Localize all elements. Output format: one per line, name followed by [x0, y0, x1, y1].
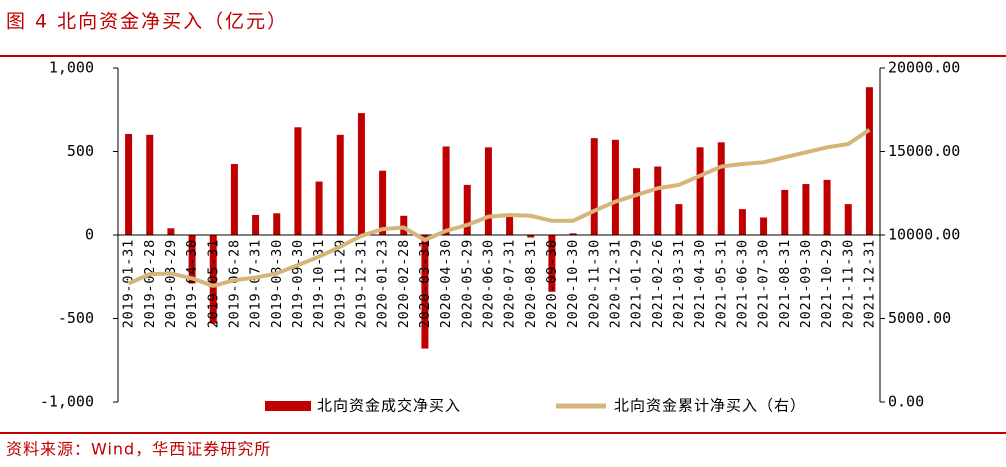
x-tick-label: 2021-01-29 [629, 239, 645, 328]
bar [823, 179, 831, 235]
y2-tick-label: 20000.00 [888, 59, 960, 77]
x-tick-label: 2020-10-30 [565, 239, 581, 328]
x-tick-label: 2020-07-31 [502, 239, 518, 328]
x-tick-label: 2020-05-29 [459, 239, 475, 328]
y-tick-label: -1,000 [40, 393, 94, 411]
legend-swatch [265, 401, 311, 411]
bar [357, 113, 365, 235]
x-tick-label: 2019-10-31 [311, 239, 327, 328]
x-tick-label: 2019-03-29 [163, 239, 179, 328]
bar [569, 233, 577, 235]
x-tick-label: 2021-05-31 [713, 239, 729, 328]
bar [188, 235, 196, 284]
x-tick-label: 2021-10-29 [819, 239, 835, 328]
y2-tick-label: 10000.00 [888, 226, 960, 244]
y-tick-label: 500 [67, 142, 94, 160]
y-tick-label: 1,000 [49, 59, 94, 77]
x-tick-label: 2021-08-31 [777, 239, 793, 328]
bar [760, 217, 768, 235]
x-tick-label: 2020-01-23 [375, 239, 391, 328]
x-tick-label: 2019-11-29 [332, 239, 348, 328]
x-tick-label: 2020-11-30 [586, 239, 602, 328]
bar [654, 166, 662, 235]
source-note: 资料来源：Wind，华西证券研究所 [6, 440, 271, 459]
line [127, 128, 871, 288]
legend-label: 北向资金成交净买入 [317, 397, 461, 415]
bar [717, 142, 725, 235]
x-tick-label: 2021-03-31 [671, 239, 687, 328]
y2-tick-label: 0.00 [888, 393, 924, 411]
x-tick-label: 2021-12-31 [861, 239, 877, 328]
bar [294, 127, 302, 235]
bar [738, 209, 746, 235]
bar [611, 139, 619, 235]
bar [865, 87, 873, 235]
bar [230, 164, 238, 235]
bar [675, 204, 683, 235]
chart-title: 图 4 北向资金净买入（亿元） [6, 11, 288, 33]
bar [421, 235, 429, 349]
bar [696, 147, 704, 235]
bar [527, 235, 535, 238]
bar [209, 235, 217, 324]
bar [463, 184, 471, 235]
bar [781, 189, 789, 235]
x-tick-label: 2019-02-28 [142, 239, 158, 328]
y2-tick-label: 15000.00 [888, 142, 960, 160]
bar [336, 134, 344, 235]
bar [273, 213, 281, 235]
bar [506, 216, 514, 235]
legend-label: 北向资金累计净买入（右） [614, 397, 806, 415]
x-tick-label: 2019-01-31 [121, 239, 137, 328]
bar [548, 235, 556, 292]
bar [590, 138, 598, 235]
x-tick-label: 2021-11-30 [840, 239, 856, 328]
x-tick-label: 2021-06-30 [734, 239, 750, 328]
bar [252, 214, 260, 235]
x-tick-label: 2020-02-28 [396, 239, 412, 328]
bar [146, 134, 154, 235]
x-tick-label: 2021-04-30 [692, 239, 708, 328]
bar [802, 184, 810, 235]
x-tick-label: 2019-12-31 [353, 239, 369, 328]
bar [442, 146, 450, 235]
x-tick-label: 2020-08-31 [523, 239, 539, 328]
x-tick-label: 2020-04-30 [438, 239, 454, 328]
bar [125, 133, 133, 235]
bar [400, 215, 408, 235]
x-tick-label: 2019-08-30 [269, 239, 285, 328]
bar [844, 204, 852, 235]
bar [167, 228, 175, 235]
bar [633, 168, 641, 235]
x-tick-label: 2020-06-30 [480, 239, 496, 328]
x-tick-label: 2019-07-31 [248, 239, 264, 328]
y-tick-label: 0 [85, 226, 94, 244]
x-tick-label: 2021-07-30 [756, 239, 772, 328]
y-tick-label: -500 [58, 309, 94, 327]
bar [315, 181, 323, 235]
x-tick-label: 2020-09-30 [544, 239, 560, 328]
y2-tick-label: 5000.00 [888, 309, 951, 327]
x-tick-label: 2020-03-31 [417, 239, 433, 328]
x-tick-label: 2019-05-31 [205, 239, 221, 328]
x-tick-label: 2019-06-28 [226, 239, 242, 328]
x-tick-label: 2021-02-26 [650, 239, 666, 328]
x-tick-label: 2020-12-31 [607, 239, 623, 328]
x-tick-label: 2019-04-30 [184, 239, 200, 328]
x-tick-label: 2021-09-30 [798, 239, 814, 328]
x-tick-label: 2019-09-30 [290, 239, 306, 328]
bar [379, 170, 387, 235]
bar [484, 147, 492, 235]
